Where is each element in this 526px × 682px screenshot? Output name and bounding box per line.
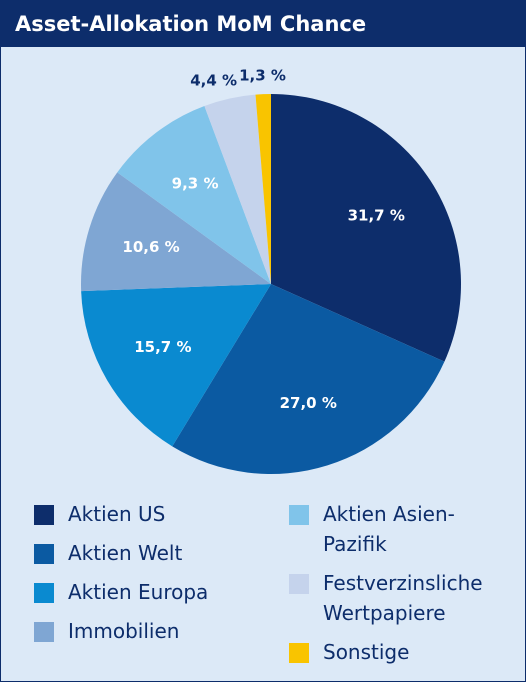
legend-item: Aktien US <box>34 499 289 529</box>
legend-swatch <box>34 622 54 642</box>
legend-swatch <box>34 544 54 564</box>
legend-label: Immobilien <box>68 619 180 643</box>
data-label: 15,7 % <box>134 338 191 356</box>
legend-label: Aktien US <box>68 502 166 526</box>
legend-label: Aktien Asien-Pazifik <box>323 502 455 556</box>
data-label: 10,6 % <box>122 238 179 256</box>
legend-swatch <box>34 583 54 603</box>
data-label: 9,3 % <box>172 175 219 193</box>
legend-label: Sonstige <box>323 640 410 664</box>
pie-slice <box>172 284 445 475</box>
legend-item: Festverzinsliche Wertpapiere <box>289 568 498 628</box>
legend-item: Sonstige <box>289 637 498 667</box>
legend-swatch <box>289 643 309 663</box>
legend: Aktien US Aktien Welt Aktien Europa Immobil… <box>34 499 498 676</box>
legend-column: Aktien Asien-Pazifik Festverzinsliche Wer… <box>289 499 498 676</box>
pie-slice <box>81 172 271 292</box>
data-label: 4,4 % <box>190 72 237 90</box>
legend-swatch <box>289 574 309 594</box>
legend-swatch <box>34 505 54 525</box>
legend-label: Aktien Welt <box>68 541 183 565</box>
legend-label: Aktien Europa <box>68 580 209 604</box>
legend-column: Aktien US Aktien Welt Aktien Europa Immobil… <box>34 499 289 676</box>
pie-area: 31,7 % 27,0 % 15,7 % 10,6 % 9,3 % 4,4 % 1,3 % <box>81 67 461 475</box>
legend-swatch <box>289 505 309 525</box>
data-label: 31,7 % <box>348 206 405 224</box>
data-label: 27,0 % <box>280 394 337 412</box>
pie-slice <box>271 94 461 362</box>
legend-item: Aktien Europa <box>34 577 289 607</box>
pie-slice <box>81 284 271 447</box>
legend-item: Aktien Welt <box>34 538 289 568</box>
data-label: 1,3 % <box>239 67 286 85</box>
pie-slice <box>204 94 271 284</box>
legend-item: Aktien Asien-Pazifik <box>289 499 498 559</box>
legend-item: Immobilien <box>34 616 289 646</box>
chart-title: Asset-Allokation MoM Chance <box>1 1 525 47</box>
legend-label: Festverzinsliche Wertpapiere <box>323 571 483 625</box>
pie-slice <box>255 94 271 284</box>
pie-slice <box>117 106 271 284</box>
